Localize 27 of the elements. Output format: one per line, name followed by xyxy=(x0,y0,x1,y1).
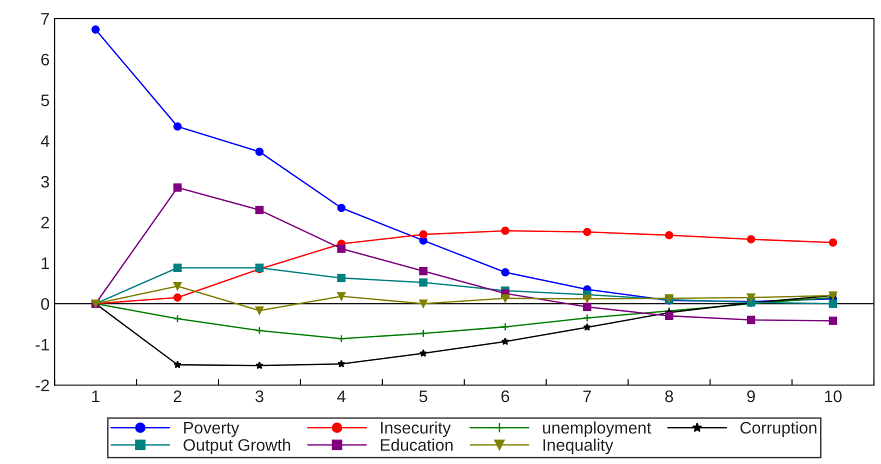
y-tick-label: -1 xyxy=(36,338,49,350)
x-tick-label: 9 xyxy=(747,390,755,402)
legend-label: Poverty xyxy=(184,422,240,437)
legend-label: Education xyxy=(380,438,453,451)
y-tick-label: 0 xyxy=(41,298,50,310)
x-tick-label: 4 xyxy=(337,390,346,402)
legend-label: Insecurity xyxy=(381,421,451,437)
x-tick-label: 10 xyxy=(824,390,842,402)
x-tick-label: 5 xyxy=(419,390,428,402)
x-tick-label: 3 xyxy=(255,390,264,402)
y-tick-label: 3 xyxy=(41,176,50,188)
legend-label: unemployment xyxy=(543,421,652,437)
x-tick-label: 2 xyxy=(174,390,182,402)
legend-label: Inequality xyxy=(544,438,614,454)
y-tick-label: 6 xyxy=(41,54,50,66)
y-tick-label: 7 xyxy=(41,13,49,25)
y-tick-label: 1 xyxy=(42,258,49,269)
x-tick-label: 7 xyxy=(583,390,591,402)
x-tick-label: 1 xyxy=(92,390,100,402)
x-tick-label: 8 xyxy=(665,390,674,402)
y-tick-label: 2 xyxy=(41,216,49,228)
y-tick-label: 4 xyxy=(40,135,50,147)
legend-label: Corruption xyxy=(740,421,816,437)
y-tick-label: 5 xyxy=(41,94,50,106)
x-tick-label: 6 xyxy=(501,390,510,402)
y-tick-label: -2 xyxy=(36,380,49,392)
legend-label: Output Growth xyxy=(184,438,290,454)
